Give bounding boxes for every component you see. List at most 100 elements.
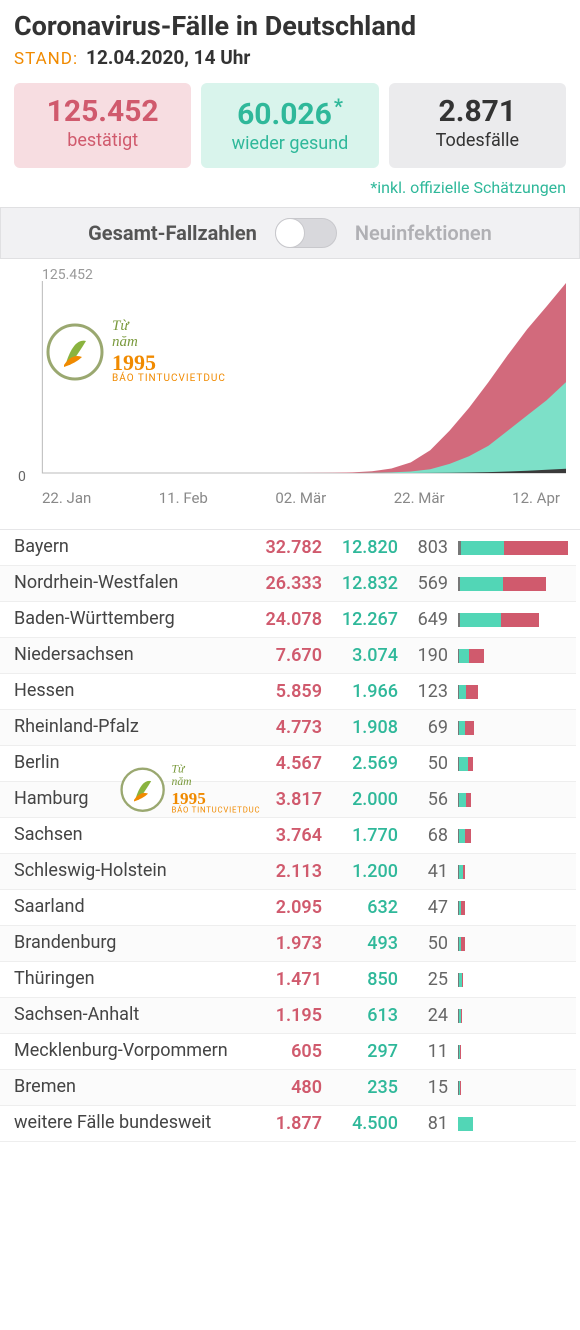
state-bar [448, 649, 568, 663]
state-deaths: 69 [398, 717, 448, 738]
tab-new[interactable]: Neuinfektionen [355, 221, 492, 245]
state-recovered: 2.569 [322, 753, 398, 774]
table-row[interactable]: weitere Fälle bundesweit1.8774.50081 [0, 1106, 576, 1142]
table-row[interactable]: Nordrhein-Westfalen26.33312.832569 [0, 566, 576, 602]
table-row[interactable]: Brandenburg1.97349350 [0, 926, 576, 962]
state-deaths: 56 [398, 789, 448, 810]
state-bar [448, 865, 568, 879]
chart-x-tick: 22. Mär [394, 489, 445, 507]
state-name: Rheinland-Pfalz [14, 717, 246, 738]
chart-x-tick: 12. Apr [512, 489, 560, 507]
card-deaths: 2.871 Todesfälle [389, 83, 566, 168]
state-recovered: 297 [322, 1041, 398, 1062]
state-name: Niedersachsen [14, 645, 246, 666]
state-name: Sachsen-Anhalt [14, 1005, 246, 1026]
state-recovered: 12.267 [322, 609, 398, 630]
stand-value: 12.04.2020, 14 Uhr [86, 46, 250, 69]
state-deaths: 190 [398, 645, 448, 666]
state-name: Saarland [14, 897, 246, 918]
table-row[interactable]: Rheinland-Pfalz4.7731.90869 [0, 710, 576, 746]
chart-y-zero: 0 [18, 469, 26, 485]
state-name: Hessen [14, 681, 246, 702]
state-name: Mecklenburg-Vorpommern [14, 1041, 246, 1062]
state-name: Hamburg [14, 789, 246, 810]
state-bar [448, 829, 568, 843]
state-confirmed: 26.333 [246, 573, 322, 594]
state-deaths: 11 [398, 1041, 448, 1062]
table-row[interactable]: Thüringen1.47185025 [0, 962, 576, 998]
table-row[interactable]: Hamburg3.8172.00056 [0, 782, 576, 818]
table-row[interactable]: Baden-Württemberg24.07812.267649 [0, 602, 576, 638]
table-row[interactable]: Sachsen-Anhalt1.19561324 [0, 998, 576, 1034]
state-deaths: 803 [398, 537, 448, 558]
table-row[interactable]: Bayern32.78212.820803 [0, 530, 576, 566]
state-bar [448, 1081, 568, 1095]
table-row[interactable]: Niedersachsen7.6703.074190 [0, 638, 576, 674]
table-row[interactable]: Berlin4.5672.56950 [0, 746, 576, 782]
state-recovered: 1.200 [322, 861, 398, 882]
state-confirmed: 605 [246, 1041, 322, 1062]
card-confirmed: 125.452 bestätigt [14, 83, 191, 168]
state-deaths: 50 [398, 753, 448, 774]
state-recovered: 4.500 [322, 1113, 398, 1134]
state-name: Bremen [14, 1077, 246, 1098]
states-table[interactable]: Từ năm 1995 Báo TINTUCVIETDUC Bayern32.7… [0, 529, 580, 1142]
state-deaths: 81 [398, 1113, 448, 1134]
footnote: *inkl. offizielle Schätzungen [0, 178, 580, 207]
state-name: Sachsen [14, 825, 246, 846]
table-row[interactable]: Schleswig-Holstein2.1131.20041 [0, 854, 576, 890]
state-bar [448, 577, 568, 591]
state-confirmed: 1.973 [246, 933, 322, 954]
state-recovered: 12.820 [322, 537, 398, 558]
table-row[interactable]: Hessen5.8591.966123 [0, 674, 576, 710]
state-bar [448, 541, 568, 555]
table-row[interactable]: Sachsen3.7641.77068 [0, 818, 576, 854]
state-name: weitere Fälle bundesweit [14, 1113, 246, 1134]
state-name: Bayern [14, 537, 246, 558]
state-confirmed: 7.670 [246, 645, 322, 666]
state-confirmed: 1.471 [246, 969, 322, 990]
table-row[interactable]: Bremen48023515 [0, 1070, 576, 1106]
card-deaths-label: Todesfälle [395, 130, 560, 151]
state-name: Thüringen [14, 969, 246, 990]
state-bar [448, 901, 568, 915]
state-deaths: 50 [398, 933, 448, 954]
state-confirmed: 4.567 [246, 753, 322, 774]
state-bar [448, 685, 568, 699]
state-deaths: 47 [398, 897, 448, 918]
state-deaths: 24 [398, 1005, 448, 1026]
chart-x-tick: 22. Jan [42, 489, 91, 507]
state-confirmed: 3.817 [246, 789, 322, 810]
state-recovered: 493 [322, 933, 398, 954]
state-bar [448, 1045, 568, 1059]
state-name: Nordrhein-Westfalen [14, 573, 246, 594]
card-deaths-value: 2.871 [395, 95, 560, 128]
tab-total[interactable]: Gesamt-Fallzahlen [88, 221, 257, 245]
chart-x-tick: 11. Feb [159, 489, 208, 507]
stand-label: STAND: [14, 49, 78, 69]
state-name: Schleswig-Holstein [14, 861, 246, 882]
state-confirmed: 3.764 [246, 825, 322, 846]
tab-toggle[interactable] [275, 218, 337, 248]
state-confirmed: 32.782 [246, 537, 322, 558]
stand-row: STAND: 12.04.2020, 14 Uhr [14, 46, 566, 69]
state-recovered: 2.000 [322, 789, 398, 810]
chart-svg [18, 277, 566, 487]
state-confirmed: 5.859 [246, 681, 322, 702]
state-name: Baden-Württemberg [14, 609, 246, 630]
table-row[interactable]: Saarland2.09563247 [0, 890, 576, 926]
card-confirmed-value: 125.452 [20, 95, 185, 128]
state-confirmed: 1.877 [246, 1113, 322, 1134]
asterisk-icon: * [334, 94, 343, 118]
state-confirmed: 480 [246, 1077, 322, 1098]
state-recovered: 12.832 [322, 573, 398, 594]
table-row[interactable]: Mecklenburg-Vorpommern60529711 [0, 1034, 576, 1070]
chart-tab-bar: Gesamt-Fallzahlen Neuinfektionen [0, 207, 580, 259]
state-bar [448, 973, 568, 987]
state-bar [448, 793, 568, 807]
state-confirmed: 4.773 [246, 717, 322, 738]
state-confirmed: 2.095 [246, 897, 322, 918]
state-name: Brandenburg [14, 933, 246, 954]
state-recovered: 850 [322, 969, 398, 990]
state-recovered: 1.966 [322, 681, 398, 702]
